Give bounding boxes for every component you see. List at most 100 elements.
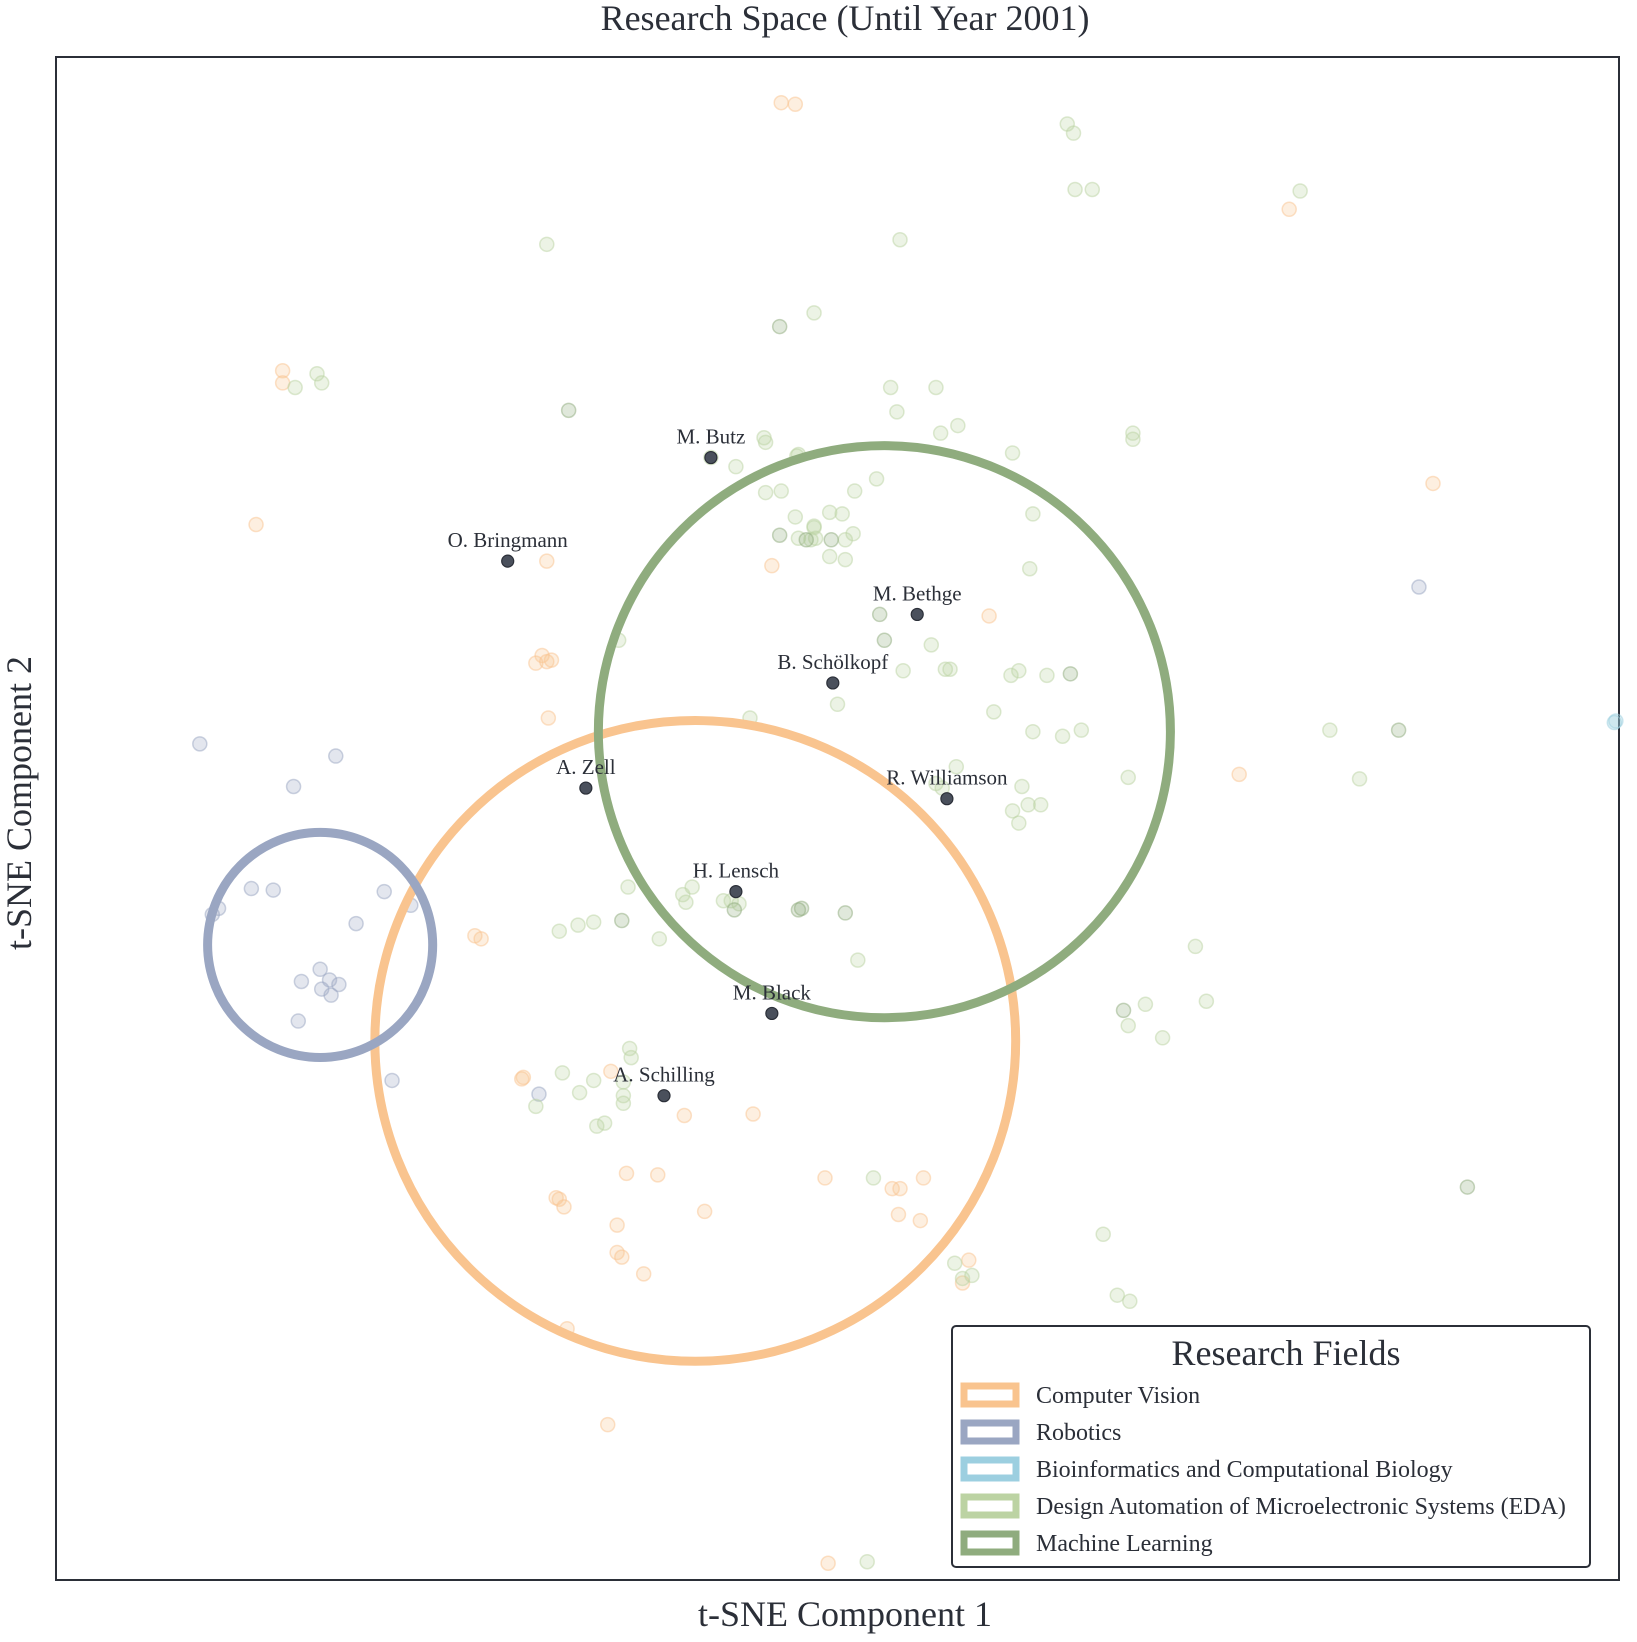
data-point <box>540 710 557 726</box>
data-point <box>820 1555 836 1571</box>
legend-box <box>951 1325 1591 1568</box>
data-point <box>603 1063 619 1080</box>
data-point <box>1125 425 1141 441</box>
data-point <box>528 1098 544 1115</box>
data-point <box>1054 728 1071 745</box>
data-point <box>676 1107 693 1124</box>
data-point <box>806 305 822 321</box>
author-a-zell: A. Zell <box>556 755 616 795</box>
data-point <box>328 748 344 764</box>
author-marker <box>940 792 954 806</box>
data-point <box>1120 769 1136 786</box>
series-machine-learning <box>560 318 1476 1195</box>
data-point <box>635 1266 652 1282</box>
data-point <box>1281 201 1297 218</box>
data-point <box>599 1416 616 1433</box>
data-point <box>1109 1287 1126 1303</box>
data-point <box>514 1071 530 1087</box>
data-point <box>323 987 339 1003</box>
data-point <box>651 931 668 947</box>
data-point <box>1021 560 1038 577</box>
series-bioinformatics-and-computational-biology <box>1606 713 1624 731</box>
data-point <box>313 375 330 391</box>
data-point <box>837 905 854 921</box>
legend-title: Research Fields <box>1172 1333 1401 1373</box>
data-point <box>287 379 303 396</box>
data-point <box>787 509 804 525</box>
legend-entry: Robotics <box>960 1419 1121 1446</box>
data-point <box>859 1553 875 1570</box>
data-point <box>596 1115 613 1131</box>
data-point <box>551 923 568 939</box>
data-point <box>696 1203 713 1220</box>
legend-label: Computer Vision <box>1036 1383 1200 1409</box>
data-point <box>884 1180 900 1197</box>
data-point <box>1011 663 1027 679</box>
data-point <box>1425 475 1441 492</box>
data-point <box>543 652 560 668</box>
data-point <box>293 973 310 990</box>
data-point <box>726 902 743 918</box>
legend-entry: Design Automation of Microelectronic Sys… <box>960 1493 1566 1520</box>
data-point <box>570 917 586 933</box>
data-point <box>829 696 846 713</box>
data-point <box>845 525 861 542</box>
data-point <box>1014 778 1030 795</box>
data-point <box>1390 722 1407 738</box>
data-point <box>912 1212 929 1229</box>
data-point <box>771 318 788 335</box>
data-point <box>1032 797 1049 813</box>
data-point <box>1292 183 1308 199</box>
data-point <box>889 404 905 420</box>
data-point <box>623 1049 639 1066</box>
author-label: M. Black <box>733 980 812 1004</box>
data-point <box>192 736 208 752</box>
data-point <box>650 1167 666 1183</box>
data-point <box>950 417 966 434</box>
author-m-bethge: M. Bethge <box>873 581 962 622</box>
data-point <box>1459 1179 1476 1195</box>
authors-layer: M. Butz O. Bringmann M. Bethge B. Schölkopf… <box>448 425 1008 1103</box>
data-point <box>757 484 774 501</box>
author-marker <box>501 554 515 568</box>
data-point <box>678 894 694 911</box>
legend-entry: Machine Learning <box>960 1530 1213 1557</box>
data-point <box>384 1072 400 1089</box>
data-point <box>571 1084 588 1101</box>
data-point <box>1025 723 1041 740</box>
data-point <box>1084 181 1101 198</box>
data-point <box>1011 815 1027 831</box>
author-h-lensch: H. Lensch <box>693 859 780 899</box>
data-point <box>892 232 908 248</box>
data-point <box>309 366 325 382</box>
data-point <box>1187 938 1204 955</box>
data-point <box>312 961 328 978</box>
data-point <box>1003 667 1019 684</box>
data-point <box>846 483 863 499</box>
data-point <box>850 952 866 968</box>
legend-entries: Computer Vision Robotics Bioinformatics an… <box>960 1382 1566 1557</box>
data-point <box>1115 1002 1132 1019</box>
series-design-automation-of-microelectronic-systems-eda <box>287 116 1368 1570</box>
data-point <box>1067 181 1083 198</box>
data-point <box>871 606 888 623</box>
data-point <box>764 557 780 574</box>
data-point <box>1039 667 1055 684</box>
data-point <box>551 1191 568 1207</box>
data-point <box>946 1255 963 1271</box>
data-point <box>1322 722 1338 738</box>
data-point <box>274 362 291 379</box>
data-point <box>821 504 838 521</box>
data-point <box>1095 1226 1111 1243</box>
data-point <box>928 379 944 396</box>
data-point <box>1125 431 1141 448</box>
legend-swatch <box>960 1493 1020 1519</box>
data-point <box>618 1165 635 1182</box>
data-point <box>986 704 1002 720</box>
data-point <box>1122 1293 1138 1310</box>
data-point <box>560 402 577 419</box>
data-point <box>773 94 789 111</box>
chart-title: Research Space (Until Year 2001) <box>601 0 1090 38</box>
